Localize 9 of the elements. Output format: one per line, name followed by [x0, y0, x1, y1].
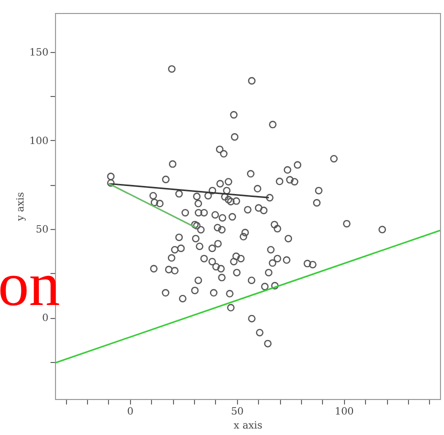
y-tick-label: 0: [42, 313, 48, 324]
x-tick-label: 100: [334, 406, 354, 418]
x-axis-title: x axis: [234, 420, 262, 432]
y-tick-label: 150: [29, 47, 48, 58]
y-tick-label: 100: [29, 136, 48, 147]
y-axis-title: y axis: [15, 192, 26, 222]
y-tick-label: 50: [36, 224, 48, 236]
x-tick-label: 0: [127, 406, 134, 418]
x-tick-label: 50: [230, 406, 244, 418]
